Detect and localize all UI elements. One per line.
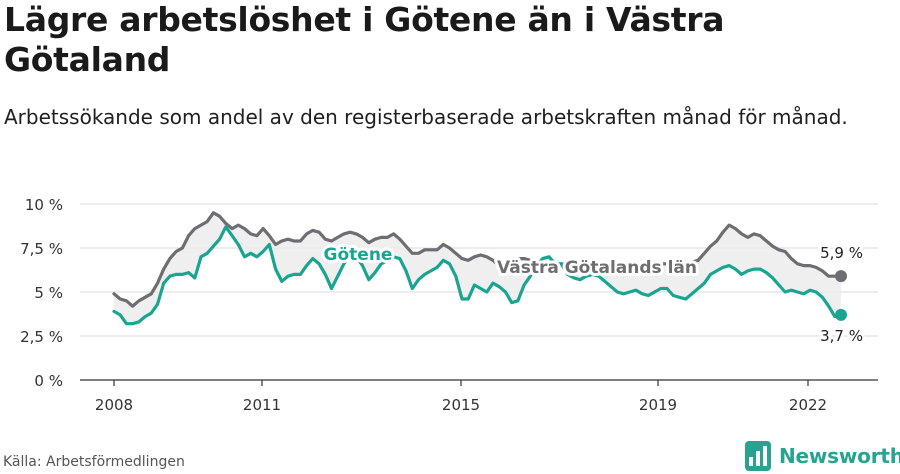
end-label-vastra-gotaland: 5,9 % <box>820 244 863 262</box>
y-tick-label: 2,5 % <box>20 328 63 346</box>
end-point-gotene <box>835 308 847 321</box>
y-tick-label: 10 % <box>25 196 63 214</box>
end-label-gotene: 3,7 % <box>820 327 863 345</box>
series-line-vastra-gotaland <box>112 211 843 308</box>
chart-subtitle: Arbetssökande som andel av den registerb… <box>4 105 848 129</box>
source-note: Källa: Arbetsförmedlingen <box>3 454 185 470</box>
y-axis: 0 % 2,5 % 5 % 7,5 % 10 % <box>20 196 63 390</box>
difference-band <box>114 212 841 324</box>
x-tick-label: 2015 <box>442 396 480 414</box>
series-label-vastra-gotaland-halo: Västra Götalands län <box>497 258 697 278</box>
newsworthy-logo-icon <box>745 441 771 471</box>
brand-logo: Newsworthy <box>745 441 900 471</box>
end-label-vastra-gotaland-halo: 5,9 % <box>820 244 863 262</box>
y-tick-label: 0 % <box>34 372 63 390</box>
page-title: Lägre arbetslöshet i Götene än i Västra … <box>4 0 725 79</box>
x-tick-label: 2011 <box>243 396 281 414</box>
y-tick-label: 7,5 % <box>20 240 63 258</box>
series-label-gotene-halo: Götene <box>324 245 393 265</box>
end-label-gotene-halo: 3,7 % <box>820 327 863 345</box>
series-label-vastra-gotaland: Västra Götalands län <box>497 258 697 278</box>
x-axis: 2008 2011 2015 2019 2022 <box>95 380 827 414</box>
series-line-gotene <box>112 225 843 326</box>
x-tick-label: 2022 <box>789 396 827 414</box>
x-tick-label: 2019 <box>639 396 677 414</box>
series-label-gotene: Götene <box>324 245 393 265</box>
brand-name: Newsworthy <box>779 444 900 468</box>
y-tick-label: 5 % <box>34 284 63 302</box>
series-lines <box>112 211 847 326</box>
end-point-vastra-gotaland <box>835 270 847 283</box>
x-tick-label: 2008 <box>95 396 133 414</box>
